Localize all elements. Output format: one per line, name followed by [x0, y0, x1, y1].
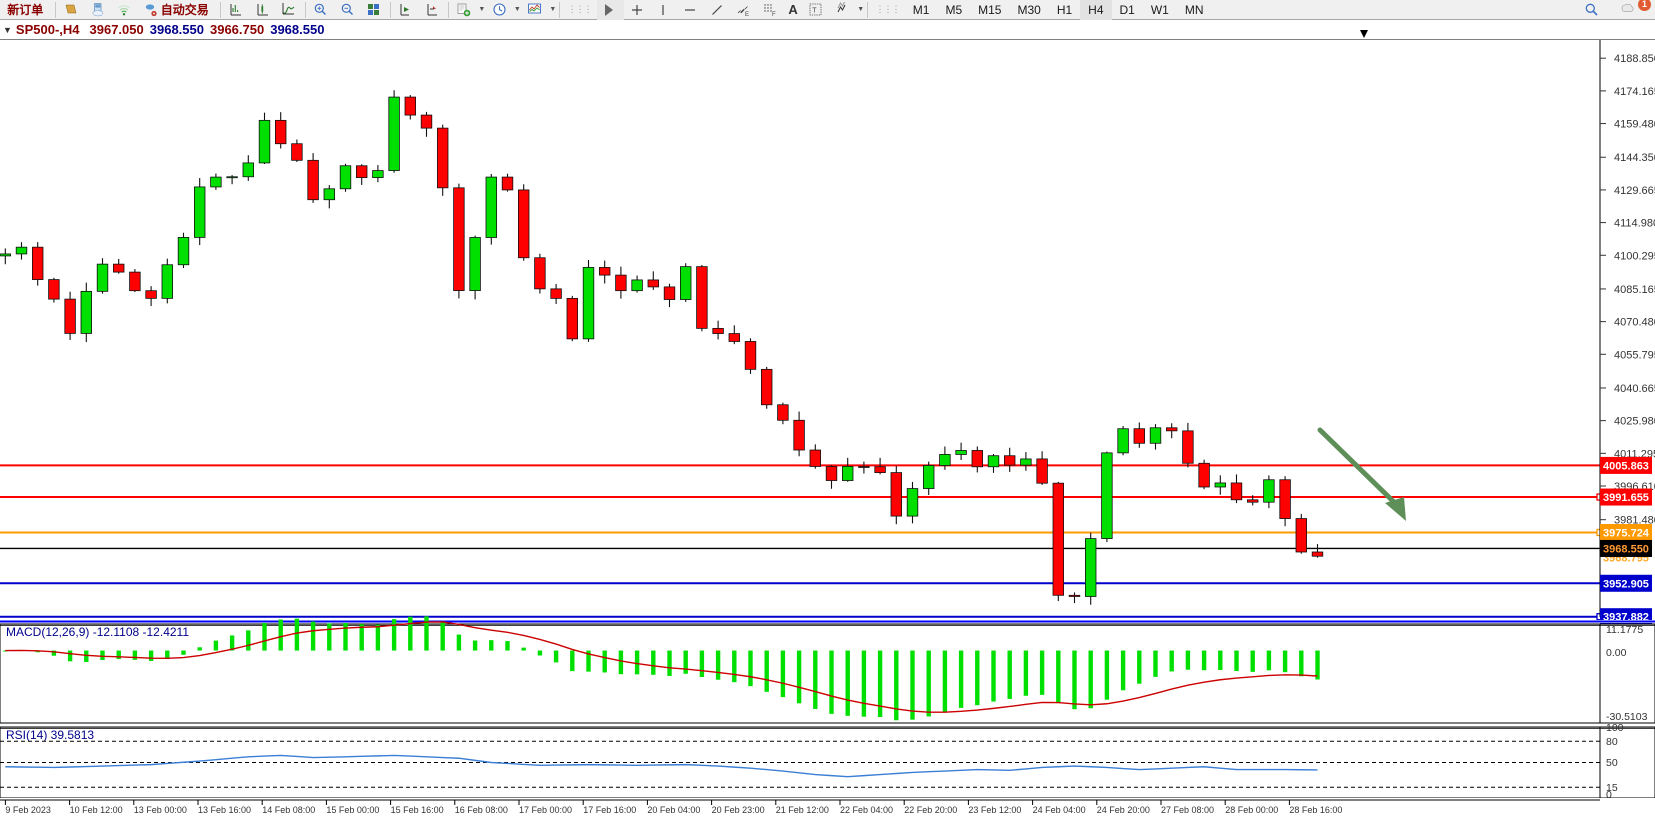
svg-text:20 Feb 04:00: 20 Feb 04:00 [647, 805, 700, 815]
svg-text:17 Feb 00:00: 17 Feb 00:00 [519, 805, 572, 815]
svg-text:28 Feb 16:00: 28 Feb 16:00 [1289, 805, 1342, 815]
svg-text:22 Feb 20:00: 22 Feb 20:00 [904, 805, 957, 815]
svg-text:27 Feb 08:00: 27 Feb 08:00 [1161, 805, 1214, 815]
svg-text:16 Feb 08:00: 16 Feb 08:00 [455, 805, 508, 815]
svg-text:9 Feb 2023: 9 Feb 2023 [5, 805, 51, 815]
svg-text:24 Feb 04:00: 24 Feb 04:00 [1033, 805, 1086, 815]
svg-text:23 Feb 12:00: 23 Feb 12:00 [968, 805, 1021, 815]
svg-text:22 Feb 04:00: 22 Feb 04:00 [840, 805, 893, 815]
svg-text:15 Feb 16:00: 15 Feb 16:00 [391, 805, 444, 815]
svg-text:14 Feb 08:00: 14 Feb 08:00 [262, 805, 315, 815]
svg-text:28 Feb 00:00: 28 Feb 00:00 [1225, 805, 1278, 815]
svg-text:13 Feb 16:00: 13 Feb 16:00 [198, 805, 251, 815]
svg-text:15 Feb 00:00: 15 Feb 00:00 [326, 805, 379, 815]
svg-text:10 Feb 12:00: 10 Feb 12:00 [70, 805, 123, 815]
svg-text:20 Feb 23:00: 20 Feb 23:00 [712, 805, 765, 815]
svg-text:17 Feb 16:00: 17 Feb 16:00 [583, 805, 636, 815]
svg-text:21 Feb 12:00: 21 Feb 12:00 [776, 805, 829, 815]
svg-text:13 Feb 00:00: 13 Feb 00:00 [134, 805, 187, 815]
svg-text:24 Feb 20:00: 24 Feb 20:00 [1097, 805, 1150, 815]
